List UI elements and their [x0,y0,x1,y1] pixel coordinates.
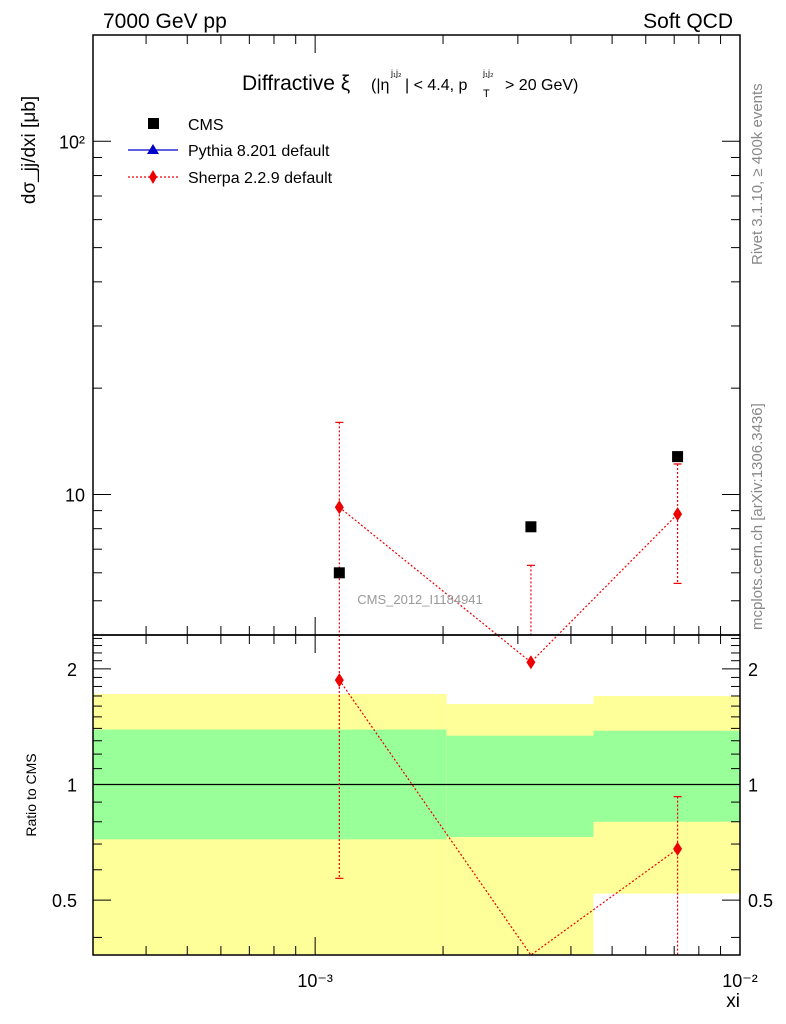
legend: CMS Pythia 8.201 default Sherpa 2.2.9 de… [128,117,333,187]
title-cut-mid: | < 4.4, p [405,77,468,94]
legend-item-pythia: Pythia 8.201 default [128,143,330,160]
ratio-y-tick-label-right: 1 [748,776,758,796]
ratio-band-inner [446,735,594,838]
ratio-sherpa-point [673,841,683,856]
x-axis-label: xi [726,991,740,1012]
main-panel: 10 10² [59,34,741,670]
analysis-watermark: CMS_2012_I1184941 [357,592,483,607]
sherpa-point [334,500,344,515]
legend-item-sherpa: Sherpa 2.2.9 default [128,170,333,187]
legend-label-pythia: Pythia 8.201 default [188,143,330,160]
ratio-y-axis-label: Ratio to CMS [23,753,39,836]
legend-item-cms: CMS [148,117,224,134]
ratio-y-tick-label-left: 0.5 [52,891,77,911]
y-tick-label: 10² [59,132,85,152]
header-right: Soft QCD [643,10,733,33]
sherpa-point [526,655,536,670]
sherpa-point [673,507,683,522]
legend-marker-cms [148,118,159,129]
y-tick-label: 10 [65,485,85,505]
title-cut-close: > 20 GeV) [505,77,578,94]
main-marks [333,421,684,670]
ratio-ticks: 10⁻³ 10⁻² 0.5 0.5 1 1 2 2 [52,635,773,991]
legend-marker-sherpa [149,170,157,184]
sherpa-line [338,506,679,664]
ratio-marks [334,635,683,956]
x-tick-label: 10⁻³ [297,971,333,991]
ratio-y-tick-label-right: 0.5 [748,891,773,911]
ratio-y-tick-label-left: 1 [67,776,77,796]
main-y-axis-label: dσ_jj/dxi [μb] [19,96,40,204]
title-cut-eta-sup: j₁j₂ [390,68,402,78]
cms-point [672,451,684,463]
legend-label-cms: CMS [188,117,224,134]
ratio-band-inner [593,730,740,822]
title-cut-pt-sub: T [483,88,490,100]
title-main: Diffractive ξ [242,72,350,95]
ratio-panel: 10⁻³ 10⁻² 0.5 0.5 1 1 2 2 [52,634,773,991]
cms-point [525,521,537,533]
legend-label-sherpa: Sherpa 2.2.9 default [188,170,333,187]
mcplots-label: mcplots.cern.ch [arXiv:1306.3436] [749,403,766,630]
title-cut-open: (|η [371,77,389,94]
header-left: 7000 GeV pp [103,10,227,33]
main-ticks: 10 10² [59,34,741,636]
x-tick-label: 10⁻² [722,971,758,991]
cms-point [333,567,345,579]
legend-marker-pythia [147,144,159,154]
ratio-bands [93,694,740,955]
plot-title: Diffractive ξ (|η j₁j₂ | < 4.4, p j₁j₂ T… [242,68,578,100]
ratio-y-tick-label-right: 2 [748,660,758,680]
ratio-sherpa-point [334,673,344,688]
ratio-y-tick-label-left: 2 [67,660,77,680]
ratio-frame [92,634,741,956]
title-cut-pt-sup: j₁j₂ [482,68,494,78]
rivet-label: Rivet 3.1.10, ≥ 400k events [749,83,766,265]
